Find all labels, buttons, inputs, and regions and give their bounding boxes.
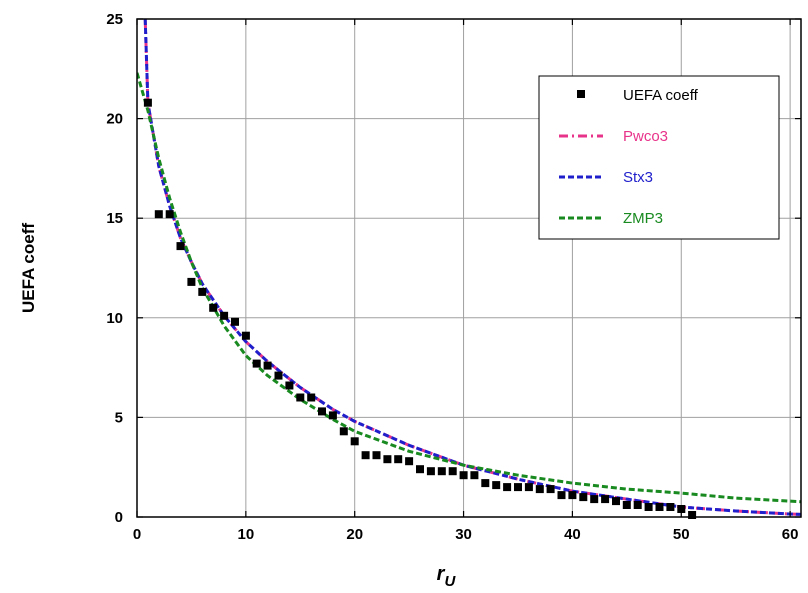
- data-point: [633, 501, 642, 509]
- data-point: [448, 467, 457, 476]
- data-point: [557, 491, 566, 500]
- data-point: [644, 503, 653, 511]
- legend[interactable]: UEFA coeff Pwco3 Stx3 ZMP3: [538, 75, 780, 240]
- data-point: [612, 497, 620, 506]
- series-line-zmp3: [137, 72, 801, 504]
- data-point: [546, 485, 555, 494]
- y-tick-label: 10: [106, 310, 123, 327]
- data-point: [241, 331, 250, 340]
- data-point: [296, 393, 305, 402]
- data-point: [220, 311, 229, 320]
- data-point: [198, 287, 207, 296]
- data-point: [165, 210, 174, 219]
- data-point: [590, 495, 599, 504]
- data-point: [524, 483, 533, 492]
- x-tick-label: 0: [133, 526, 141, 543]
- legend-label-uefa-coeff: UEFA coeff: [623, 87, 699, 104]
- y-tick-label: 5: [115, 409, 123, 426]
- data-point: [405, 457, 414, 466]
- data-point: [481, 479, 490, 488]
- legend-label-stx3: Stx3: [623, 169, 653, 186]
- x-tick-label: 20: [346, 526, 363, 543]
- data-point: [143, 98, 152, 107]
- y-tick-label: 15: [106, 210, 123, 227]
- data-point: [601, 495, 610, 504]
- data-point: [688, 511, 697, 519]
- legend-label-zmp3: ZMP3: [623, 210, 663, 227]
- data-point: [416, 465, 424, 474]
- legend-label-pwco3: Pwco3: [623, 128, 668, 145]
- data-point: [154, 210, 163, 219]
- data-point: [514, 483, 522, 492]
- data-point: [187, 277, 196, 286]
- data-point: [394, 455, 403, 464]
- data-point: [350, 437, 359, 446]
- y-axis-title: UEFA coeff: [19, 223, 38, 313]
- data-point: [209, 303, 218, 312]
- y-tick-label: 25: [106, 11, 123, 28]
- x-axis-title-main: r: [437, 563, 446, 585]
- data-point: [361, 451, 370, 460]
- data-point: [307, 393, 316, 402]
- fit-curves: [137, 19, 801, 516]
- data-point: [274, 371, 283, 380]
- data-point: [568, 491, 577, 500]
- data-point: [328, 411, 337, 420]
- x-axis-title: rU: [437, 563, 457, 590]
- data-point: [655, 503, 664, 511]
- data-point: [176, 242, 185, 251]
- data-point: [535, 485, 544, 494]
- data-point: [437, 467, 446, 476]
- data-point: [459, 471, 468, 480]
- data-point: [383, 455, 392, 464]
- x-tick-label: 50: [673, 526, 690, 543]
- data-point: [426, 467, 435, 476]
- plot-frame: [136, 18, 802, 518]
- data-point: [285, 381, 294, 390]
- data-points: [143, 98, 697, 519]
- axes: 0 10 20 30 40 50 60 0 5 10 15 20 25: [106, 11, 801, 543]
- x-tick-label: 60: [782, 526, 799, 543]
- data-point: [263, 361, 272, 370]
- data-point: [677, 505, 686, 513]
- legend-marker-uefa-coeff: [577, 90, 585, 98]
- data-point: [503, 483, 512, 492]
- legend-box: [538, 75, 780, 240]
- data-point: [492, 481, 501, 490]
- x-axis-title-subscript: U: [444, 573, 456, 590]
- data-point: [318, 407, 326, 416]
- data-point: [622, 501, 631, 509]
- y-tick-label: 0: [115, 509, 123, 526]
- data-point: [372, 451, 381, 460]
- x-tick-label: 30: [455, 526, 472, 543]
- x-tick-label: 10: [238, 526, 255, 543]
- data-point: [339, 427, 348, 436]
- series-line-stx3: [143, 19, 801, 516]
- data-point: [666, 503, 675, 511]
- data-point: [470, 471, 479, 480]
- data-point: [231, 317, 239, 326]
- x-tick-label: 40: [564, 526, 581, 543]
- data-point: [579, 493, 588, 502]
- y-tick-label: 20: [106, 111, 123, 128]
- data-point: [252, 359, 261, 368]
